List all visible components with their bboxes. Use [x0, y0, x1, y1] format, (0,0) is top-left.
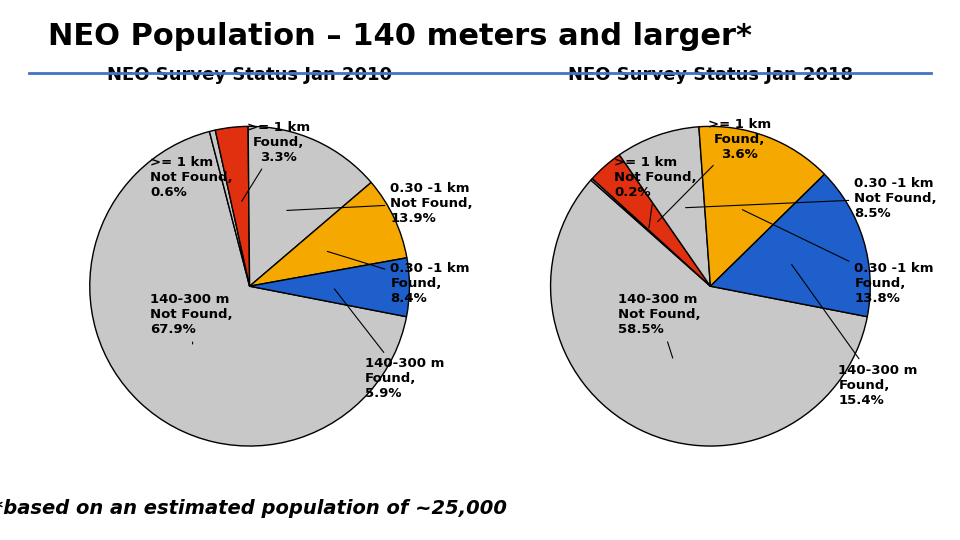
- Text: *based on an estimated population of ~25,000: *based on an estimated population of ~25…: [0, 500, 507, 518]
- Text: NEO Survey Status Jan 2010: NEO Survey Status Jan 2010: [108, 66, 392, 84]
- Text: 0.30 -1 km
Found,
8.4%: 0.30 -1 km Found, 8.4%: [327, 252, 469, 305]
- Wedge shape: [250, 258, 409, 316]
- Text: >= 1 km
Found,
3.3%: >= 1 km Found, 3.3%: [242, 121, 310, 201]
- Text: NEO Population – 140 meters and larger*: NEO Population – 140 meters and larger*: [48, 22, 752, 51]
- Text: 140-300 m
Found,
15.4%: 140-300 m Found, 15.4%: [792, 265, 918, 407]
- Wedge shape: [699, 126, 825, 286]
- Text: 140-300 m
Not Found,
58.5%: 140-300 m Not Found, 58.5%: [617, 293, 700, 358]
- Text: 0.30 -1 km
Not Found,
8.5%: 0.30 -1 km Not Found, 8.5%: [685, 177, 937, 220]
- Text: 0.30 -1 km
Not Found,
13.9%: 0.30 -1 km Not Found, 13.9%: [287, 181, 473, 225]
- Wedge shape: [590, 179, 710, 286]
- Wedge shape: [710, 174, 870, 316]
- Wedge shape: [215, 126, 250, 286]
- Text: 140-300 m
Not Found,
67.9%: 140-300 m Not Found, 67.9%: [151, 293, 233, 344]
- Wedge shape: [250, 183, 407, 286]
- Wedge shape: [592, 155, 710, 286]
- Text: 0.30 -1 km
Found,
13.8%: 0.30 -1 km Found, 13.8%: [742, 210, 934, 305]
- Wedge shape: [619, 127, 710, 286]
- Text: 140-300 m
Found,
5.9%: 140-300 m Found, 5.9%: [334, 289, 444, 400]
- Wedge shape: [209, 130, 250, 286]
- Text: NEO Survey Status Jan 2018: NEO Survey Status Jan 2018: [567, 66, 853, 84]
- Text: >= 1 km
Not Found,
0.6%: >= 1 km Not Found, 0.6%: [151, 156, 233, 204]
- Wedge shape: [551, 180, 867, 446]
- Text: >= 1 km
Found,
3.6%: >= 1 km Found, 3.6%: [658, 118, 771, 222]
- Text: >= 1 km
Not Found,
0.2%: >= 1 km Not Found, 0.2%: [614, 156, 697, 228]
- Wedge shape: [248, 126, 372, 286]
- Wedge shape: [90, 132, 406, 446]
